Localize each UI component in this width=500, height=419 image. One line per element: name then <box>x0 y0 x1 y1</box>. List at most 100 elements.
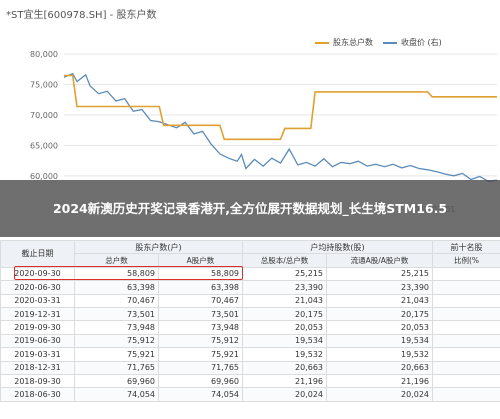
table-cell: 23,390 <box>326 280 433 295</box>
table-cell: 21,043 <box>326 293 433 308</box>
group-header-top10: 前十名股 <box>432 240 500 255</box>
table-cell: 73,501 <box>74 306 159 322</box>
y-tick-label: 70,000 <box>30 111 58 120</box>
cell-date: 2019-03-31 <box>0 347 75 362</box>
table-cell: 20,053 <box>326 320 433 335</box>
y-tick-label: 75,000 <box>30 81 58 90</box>
table-cell: 21,043 <box>242 293 327 308</box>
table-cell: 69,960 <box>158 373 243 389</box>
table-cell: 20,175 <box>326 306 433 322</box>
chart-grid <box>64 53 497 177</box>
table-cell: 20,663 <box>242 360 327 375</box>
table-cell: 19,532 <box>326 347 433 362</box>
table-cell: 23,390 <box>242 280 327 295</box>
y-tick-label: 80,000 <box>30 50 58 59</box>
overlay-banner: 2024新澳历史开奖记录香港开,全方位展开数据规划_长生境STM16.5 <box>0 180 500 237</box>
cell-date: 2020-06-30 <box>0 280 75 295</box>
table-cell: 20,663 <box>326 360 433 375</box>
holders-step-line <box>64 74 497 141</box>
cell-date: 2018-06-30 <box>0 387 75 402</box>
table-cell: 19,534 <box>242 333 327 349</box>
table-cell: 58,809 <box>74 266 159 282</box>
legend-label-price: 收盘价 (右) <box>401 38 442 47</box>
table-cell: 73,948 <box>74 320 159 335</box>
table-sub-header-row: 总户数 A股户数 总股本/总户数 流通A股/A股户数 比例(% <box>1 253 500 268</box>
legend-swatch-holders <box>315 41 329 44</box>
table-cell <box>432 360 500 375</box>
cell-date: 2019-09-30 <box>0 320 75 335</box>
chart-legend: 股东总户数 收盘价 (右) <box>315 37 448 48</box>
col-header-top10-ratio[interactable]: 比例(% <box>432 253 500 268</box>
table-cell: 63,398 <box>158 280 243 295</box>
table-cell <box>432 306 500 322</box>
col-header-avg-total[interactable]: 总股本/总户数 <box>242 253 327 268</box>
table-cell: 74,054 <box>74 387 159 402</box>
table-cell <box>432 266 500 282</box>
table-cell: 19,534 <box>326 333 433 349</box>
table-cell: 20,024 <box>242 387 327 402</box>
table-cell <box>432 347 500 362</box>
table-cell: 69,960 <box>74 373 159 389</box>
legend-item-holders[interactable]: 股东总户数 <box>315 37 373 48</box>
y-tick-label: 65,000 <box>30 141 58 150</box>
table-cell: 75,921 <box>158 347 243 362</box>
table-cell: 70,467 <box>74 293 159 308</box>
col-header-date[interactable]: 截止日期 <box>0 240 75 268</box>
legend-label-holders: 股东总户数 <box>333 38 373 47</box>
table-row[interactable]: 2018-12-31 71,765 71,765 20,663 20,663 <box>0 360 500 375</box>
table-row[interactable]: 2018-09-30 69,960 69,960 21,196 21,196 <box>0 373 500 389</box>
col-header-total-holders[interactable]: 总户数 <box>74 253 159 268</box>
table-cell: 20,053 <box>242 320 327 335</box>
holders-table: 截止日期 股东户数(户) 户均持股数(股) 前十名股 总户数 A股户数 总股本/… <box>0 240 500 402</box>
table-cell: 58,809 <box>158 266 243 282</box>
table-cell <box>432 320 500 335</box>
table-cell: 75,912 <box>158 333 243 349</box>
cell-date: 2019-12-31 <box>0 306 75 322</box>
col-header-a-holders[interactable]: A股户数 <box>158 253 243 268</box>
group-header-holders: 股东户数(户) <box>74 240 243 255</box>
cell-date: 2019-06-30 <box>0 333 75 349</box>
col-header-avg-float[interactable]: 流通A股/A股户数 <box>326 253 433 268</box>
table-cell <box>432 373 500 389</box>
table-cell: 21,196 <box>326 373 433 389</box>
table-row[interactable]: 2019-06-30 75,912 75,912 19,534 19,534 <box>0 333 500 349</box>
holders-table-container: 截止日期 股东户数(户) 户均持股数(股) 前十名股 总户数 A股户数 总股本/… <box>0 240 500 419</box>
table-cell: 71,765 <box>158 360 243 375</box>
table-cell: 25,215 <box>242 266 327 282</box>
cell-date: 2018-12-31 <box>0 360 75 375</box>
group-header-avg-holding: 户均持股数(股) <box>242 240 433 255</box>
table-cell: 75,921 <box>74 347 159 362</box>
table-row[interactable]: 2020-06-30 63,398 63,398 23,390 23,390 <box>0 280 500 295</box>
y-tick-label: 60,000 <box>30 172 58 181</box>
table-row[interactable]: 2019-03-31 75,921 75,921 19,532 19,532 <box>0 347 500 362</box>
legend-swatch-price <box>383 41 397 44</box>
legend-item-price[interactable]: 收盘价 (右) <box>383 37 442 48</box>
table-row[interactable]: 2019-12-31 73,501 73,501 20,175 20,175 <box>0 306 500 322</box>
table-group-header-row: 截止日期 股东户数(户) 户均持股数(股) 前十名股 <box>0 240 500 268</box>
table-cell <box>432 387 500 402</box>
table-cell: 20,024 <box>326 387 433 402</box>
cell-date: 2020-09-30 <box>0 266 75 282</box>
table-cell: 75,912 <box>74 333 159 349</box>
table-cell: 74,054 <box>158 387 243 402</box>
table-cell: 63,398 <box>74 280 159 295</box>
table-cell: 70,467 <box>158 293 243 308</box>
table-row[interactable]: 2019-09-30 73,948 73,948 20,053 20,053 <box>0 320 500 335</box>
banner-text: 2024新澳历史开奖记录香港开,全方位展开数据规划_长生境STM16.5 <box>52 200 448 216</box>
table-row[interactable]: 2020-03-31 70,467 70,467 21,043 21,043 <box>0 293 500 308</box>
table-cell: 73,501 <box>158 306 243 322</box>
table-cell <box>432 293 500 308</box>
y-axis-ticks: 80,000 75,000 70,000 65,000 60,000 <box>30 50 58 181</box>
table-cell: 21,196 <box>242 373 327 389</box>
chart-title: *ST宜生[600978.SH] - 股东户数 <box>6 10 157 21</box>
table-cell <box>432 280 500 295</box>
table-cell: 73,948 <box>158 320 243 335</box>
table-cell: 71,765 <box>74 360 159 375</box>
cell-date: 2020-03-31 <box>0 293 75 308</box>
price-series-line <box>63 72 498 182</box>
table-row[interactable]: 2018-06-30 74,054 74,054 20,024 20,024 <box>0 387 500 402</box>
table-row[interactable]: 2020-09-30 58,809 58,809 25,215 25,215 <box>0 266 500 282</box>
cell-date: 2018-09-30 <box>0 373 75 389</box>
table-cell: 25,215 <box>326 266 433 282</box>
table-cell: 20,175 <box>242 306 327 322</box>
